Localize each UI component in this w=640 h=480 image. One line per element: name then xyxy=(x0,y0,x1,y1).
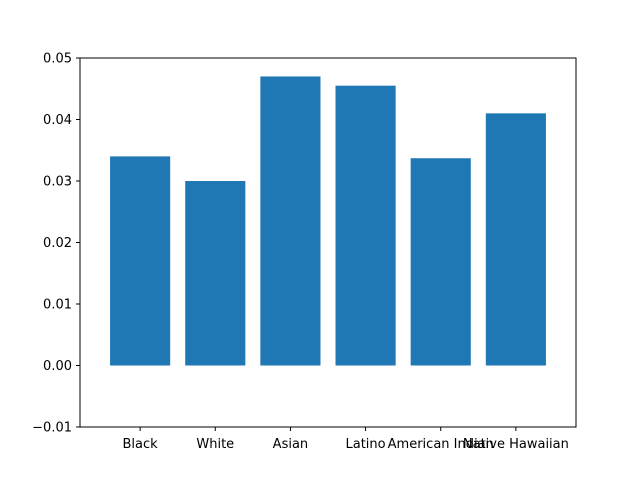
x-tick-label: Black xyxy=(123,437,159,452)
x-axis: Black White Asian Latino American IndianNati… xyxy=(123,427,569,452)
y-tick-label: 0.03 xyxy=(43,175,72,190)
bar-latino xyxy=(335,85,396,366)
y-tick-label: −0.01 xyxy=(32,421,72,436)
y-tick-label: 0.05 xyxy=(43,52,72,67)
y-tick-label: 0.04 xyxy=(43,113,72,128)
x-tick-label: Native Hawaiian xyxy=(463,437,569,452)
x-tick-label: White xyxy=(196,437,234,452)
x-tick-label: Asian xyxy=(273,437,308,452)
bar-asian xyxy=(260,76,321,366)
y-tick-label: 0.02 xyxy=(43,236,72,251)
x-tick-label: American Indian xyxy=(388,437,494,452)
x-tick-label: Latino xyxy=(346,437,386,452)
bar-white xyxy=(185,181,246,366)
bar-black xyxy=(110,156,171,366)
bar-native-hawaiian xyxy=(485,113,546,366)
bars-group xyxy=(110,76,546,366)
y-tick-label: 0.01 xyxy=(43,298,72,313)
y-tick-label: 0.00 xyxy=(43,359,72,374)
y-axis: −0.01 0.00 0.01 0.02 0.03 0.04 0.05 xyxy=(32,52,80,436)
bar-american-indian xyxy=(410,158,471,366)
